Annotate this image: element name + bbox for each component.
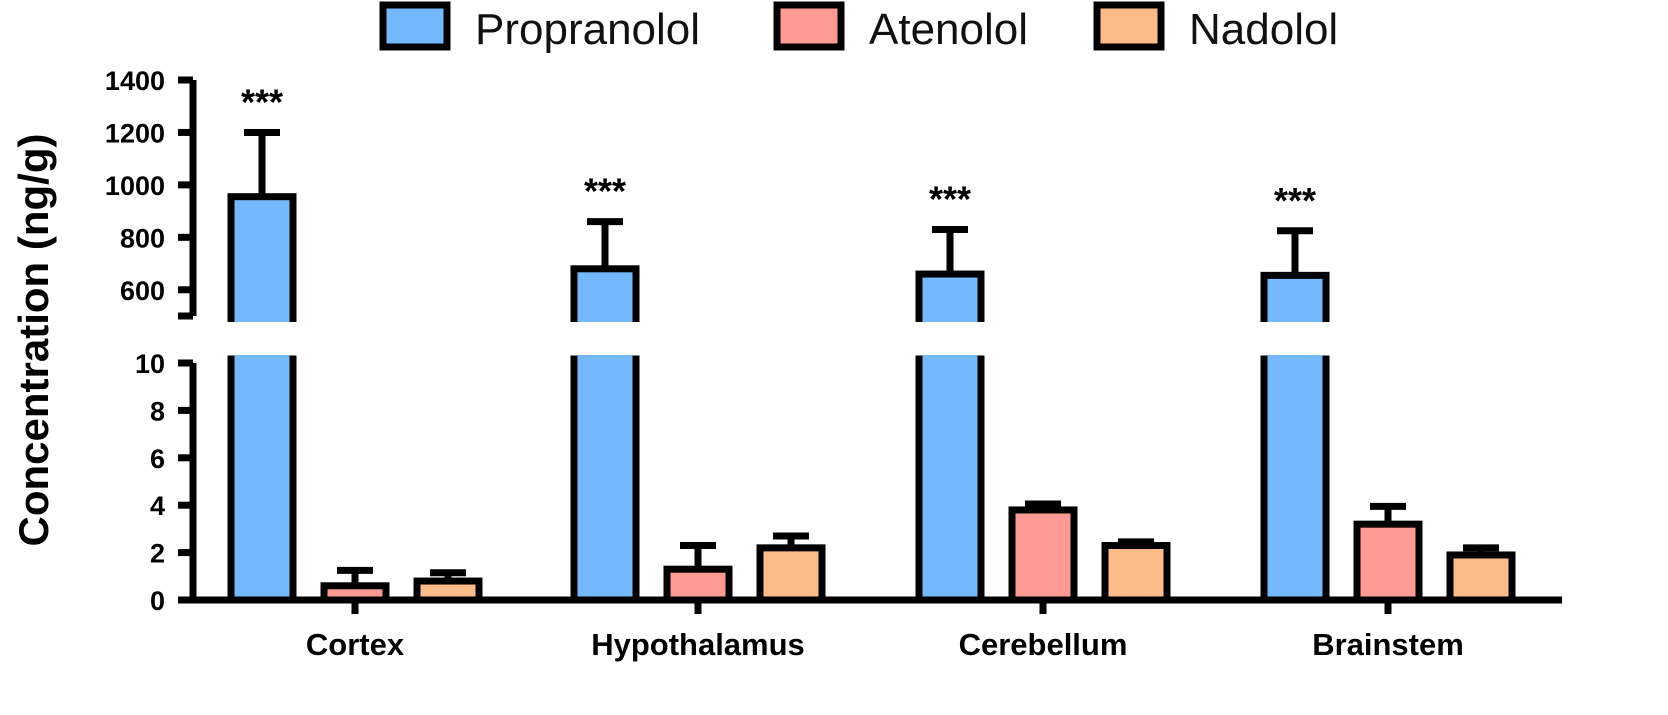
axis-break-gap xyxy=(913,322,987,355)
axis-break-gap xyxy=(1258,322,1332,355)
y-tick-label: 1200 xyxy=(105,118,165,148)
x-tick-label: Brainstem xyxy=(1312,627,1464,662)
y-tick-label: 4 xyxy=(150,491,165,521)
bar xyxy=(320,582,390,604)
y-tick-label: 800 xyxy=(120,223,165,253)
bar xyxy=(663,565,733,604)
bar xyxy=(1008,506,1078,604)
legend-label-nadolol: Nadolol xyxy=(1189,5,1338,54)
bar-break-fill xyxy=(577,314,633,324)
bar xyxy=(227,193,297,324)
bar xyxy=(227,355,297,604)
y-tick-label: 600 xyxy=(120,276,165,306)
bar xyxy=(1101,541,1171,604)
bar-break-fill xyxy=(577,355,633,365)
y-tick-label: 6 xyxy=(150,444,165,474)
bar-break-fill xyxy=(922,314,978,324)
bar xyxy=(756,544,826,604)
bar xyxy=(1260,355,1330,604)
y-tick-label: 1400 xyxy=(105,66,165,96)
bars: *** *** *** *** xyxy=(225,81,1516,604)
category-labels: Cortex Hypothalamus Cerebellum Brainstem xyxy=(306,600,1464,662)
axis-break-gap xyxy=(225,322,299,355)
y-tick-label: 10 xyxy=(135,349,165,379)
x-tick-label: Cerebellum xyxy=(959,627,1128,662)
legend: Propranolol Atenolol Nadolol xyxy=(379,1,1338,54)
legend-label-atenolol: Atenolol xyxy=(869,5,1028,54)
bar xyxy=(1260,271,1330,324)
x-tick-label: Cortex xyxy=(306,627,405,662)
bar xyxy=(1446,551,1516,604)
axes: 0 2 4 6 8 10 600 800 1000 1200 1400 xyxy=(105,66,1562,616)
x-tick-label: Hypothalamus xyxy=(591,627,805,662)
legend-label-propranolol: Propranolol xyxy=(475,5,700,54)
axis-break-gap xyxy=(568,322,642,355)
bar xyxy=(570,355,640,604)
legend-swatch-nadolol xyxy=(1093,1,1165,51)
legend-swatch-atenolol xyxy=(773,1,845,51)
y-tick-label: 0 xyxy=(150,586,165,616)
bar-break-fill xyxy=(234,355,290,365)
bar xyxy=(915,270,985,324)
bar-break-fill xyxy=(234,314,290,324)
legend-swatch-propranolol xyxy=(379,1,451,51)
bar xyxy=(1353,520,1423,604)
bar-break-fill xyxy=(1267,355,1323,365)
y-tick-label: 2 xyxy=(150,539,165,569)
y-tick-label: 8 xyxy=(150,396,165,426)
significance-marker: *** xyxy=(584,171,626,212)
bar xyxy=(915,355,985,604)
y-tick-label: 1000 xyxy=(105,171,165,201)
bar xyxy=(570,265,640,324)
bar-break-fill xyxy=(1267,314,1323,324)
bar xyxy=(413,577,483,604)
y-axis-label: Concentration (ng/g) xyxy=(10,134,57,547)
significance-marker: *** xyxy=(1274,180,1316,221)
significance-marker: *** xyxy=(929,178,971,219)
significance-marker: *** xyxy=(241,81,283,122)
bar-break-fill xyxy=(922,355,978,365)
